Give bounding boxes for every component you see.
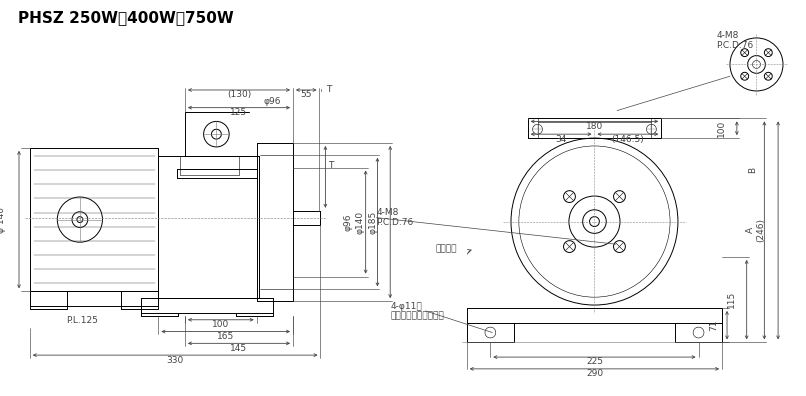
Text: アンカーボルト取付用: アンカーボルト取付用 xyxy=(390,311,444,320)
Text: φ96: φ96 xyxy=(343,213,352,231)
Text: 100: 100 xyxy=(717,120,725,137)
Text: PHSZ 250W・400W・750W: PHSZ 250W・400W・750W xyxy=(18,10,234,25)
Text: 145: 145 xyxy=(231,344,247,353)
Text: P.C.D.76: P.C.D.76 xyxy=(717,41,754,50)
Text: (146.5): (146.5) xyxy=(612,135,644,144)
Text: 34: 34 xyxy=(555,135,567,144)
Text: A: A xyxy=(746,227,755,234)
Text: B: B xyxy=(748,167,757,173)
Text: 4-M8: 4-M8 xyxy=(717,31,738,40)
Text: φ185: φ185 xyxy=(368,210,377,234)
Text: 290: 290 xyxy=(586,369,603,378)
Text: 71: 71 xyxy=(708,320,718,331)
Text: (246): (246) xyxy=(756,219,765,242)
Text: 330: 330 xyxy=(167,356,184,365)
Text: 165: 165 xyxy=(217,332,235,341)
Text: T: T xyxy=(327,161,333,170)
Text: P.L.125: P.L.125 xyxy=(66,316,98,325)
Text: φ96: φ96 xyxy=(264,97,281,106)
Text: 115: 115 xyxy=(726,291,735,308)
Text: 100: 100 xyxy=(212,320,230,329)
Text: P.C.D.76: P.C.D.76 xyxy=(376,218,413,227)
Text: φ 140: φ 140 xyxy=(0,207,6,232)
Text: φ140: φ140 xyxy=(355,211,364,234)
Text: 125: 125 xyxy=(231,108,247,117)
Text: 225: 225 xyxy=(586,358,603,366)
Text: 4-M8: 4-M8 xyxy=(376,208,399,217)
Text: (130): (130) xyxy=(226,90,251,99)
Text: T: T xyxy=(326,86,331,95)
Text: 55: 55 xyxy=(301,90,312,99)
Text: 回転方向: 回転方向 xyxy=(435,245,457,253)
Text: 180: 180 xyxy=(586,122,603,131)
Text: 4-φ11穴: 4-φ11穴 xyxy=(390,301,422,310)
